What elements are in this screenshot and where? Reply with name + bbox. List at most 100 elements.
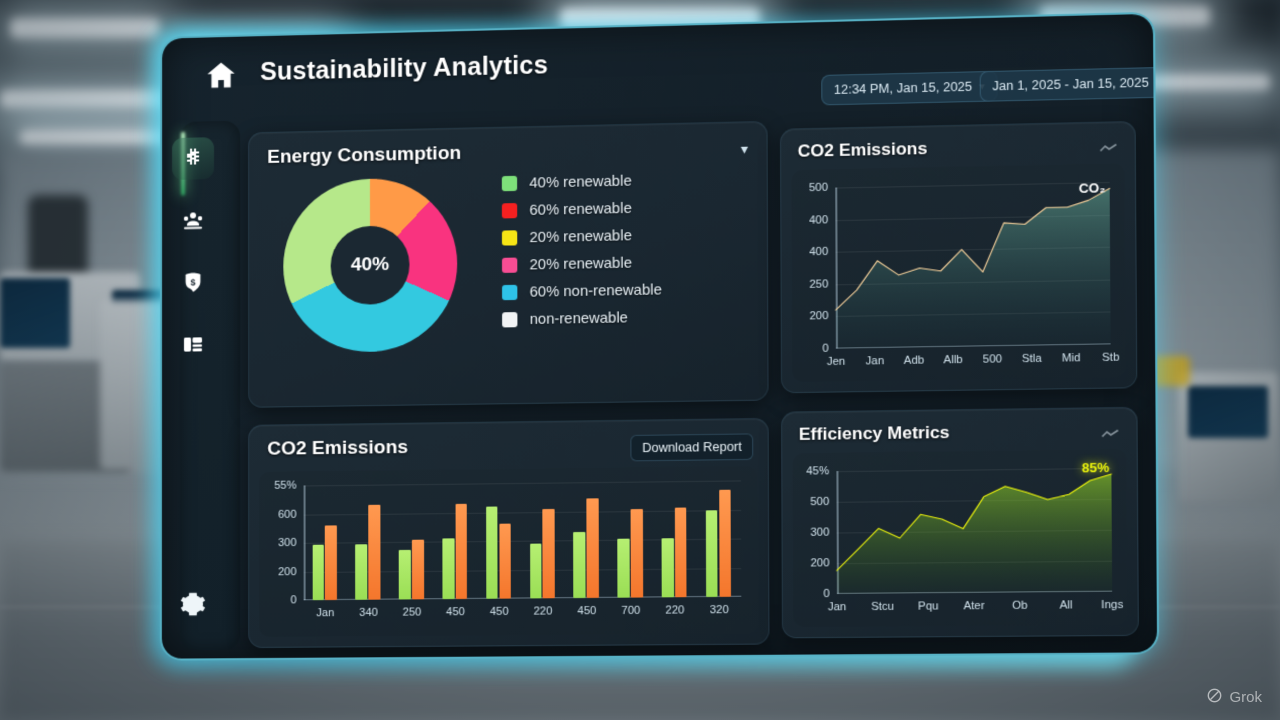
legend-item[interactable]: 60% renewable (501, 194, 662, 224)
legend-item[interactable]: non-renewable (502, 304, 662, 334)
machine-screen (1188, 386, 1268, 438)
chevron-down-icon[interactable]: ▾ (740, 140, 749, 157)
date-range-selector[interactable]: Jan 1, 2025 - Jan 15, 2025 ▾ (979, 66, 1160, 102)
sidebar-item-cost[interactable]: $ (172, 261, 214, 304)
legend-item[interactable]: 20% renewable (501, 249, 662, 279)
grok-logo-icon (1206, 687, 1223, 708)
x-axis-tick: Ings (1101, 598, 1124, 612)
legend-swatch (501, 203, 518, 219)
bar[interactable] (485, 506, 498, 599)
bar[interactable] (411, 539, 424, 600)
legend-label: non-renewable (529, 309, 628, 328)
gear-icon (179, 590, 207, 618)
y-axis-line (303, 485, 306, 601)
x-axis-tick: Jen (826, 355, 846, 369)
time-selector[interactable]: 12:34 PM, Jan 15, 2025 ▾ (821, 70, 998, 106)
x-axis-tick: 500 (982, 353, 1003, 366)
legend-label: 20% renewable (529, 227, 632, 246)
grid-dashboard-icon (181, 146, 205, 170)
legend-swatch (502, 284, 518, 301)
sidebar-item-dashboard[interactable] (172, 137, 215, 180)
co2-line-title: CO2 Emissions (797, 138, 928, 161)
y-axis-tick: 300 (278, 536, 297, 550)
bar[interactable] (455, 503, 468, 600)
home-icon[interactable] (204, 59, 238, 92)
date-range-label: Jan 1, 2025 - Jan 15, 2025 (992, 75, 1149, 94)
co2-series-label: CO₂ (1078, 180, 1106, 196)
bar[interactable] (499, 523, 511, 599)
legend-item[interactable]: 60% non-renewable (502, 276, 662, 306)
bar[interactable] (312, 544, 324, 601)
co2-bars-title: CO2 Emissions (267, 436, 409, 460)
x-axis-tick: All (1059, 599, 1073, 612)
download-report-label: Download Report (642, 439, 742, 456)
ceiling-lamp (0, 90, 190, 108)
bar[interactable] (573, 532, 586, 599)
energy-donut-chart: 40% (283, 177, 458, 354)
bar[interactable] (661, 537, 674, 598)
sidebar-item-settings[interactable] (172, 583, 214, 626)
bar[interactable] (368, 504, 381, 600)
bar[interactable] (398, 549, 411, 600)
energy-consumption-card: Energy Consumption ▾ 40% 40% renewable 60… (248, 120, 769, 408)
legend-item[interactable]: 20% renewable (501, 221, 662, 251)
efficiency-plot: 45% 500 300 200 0 Jan Stcu Pqu Ater Ob All Ings (806, 465, 1123, 613)
efficiency-plot-area: 45% 500 300 200 0 Jan Stcu Pqu Ater Ob All Ings 85% (792, 449, 1128, 628)
bar[interactable] (442, 538, 455, 600)
co2-bars-plot-area: 55% 600 300 200 0 Jan 340 250 450 450 220 450 700 220… (259, 465, 759, 637)
efficiency-annotation: 85% (1081, 459, 1110, 476)
efficiency-title: Efficiency Metrics (798, 422, 950, 445)
ceiling-lamp (1140, 74, 1270, 90)
x-axis-tick: 220 (665, 604, 685, 617)
bar[interactable] (542, 508, 555, 599)
y-axis-tick: 200 (278, 565, 297, 578)
y-axis-tick: 250 (809, 278, 829, 291)
trend-up-icon[interactable] (1101, 425, 1120, 444)
sidebar-item-users[interactable] (172, 199, 214, 242)
bar[interactable] (355, 544, 368, 600)
dashboard-panel: Sustainability Analytics 12:34 PM, Jan 1… (159, 11, 1160, 661)
x-axis-tick: Ob (1012, 599, 1028, 613)
bar[interactable] (718, 489, 732, 597)
y-axis-tick: 0 (290, 594, 297, 607)
bar[interactable] (325, 525, 337, 601)
download-report-button[interactable]: Download Report (630, 433, 754, 462)
sidebar-item-reports[interactable] (172, 323, 214, 366)
legend-label: 40% renewable (529, 172, 632, 192)
y-axis-tick: 500 (810, 495, 830, 509)
y-axis-tick: 0 (823, 587, 830, 601)
co2-bars-card: CO2 Emissions Download Report 55% 600 300 2… (248, 417, 770, 649)
trend-up-icon[interactable] (1099, 139, 1118, 158)
y-axis-tick: 55% (274, 479, 297, 492)
x-axis-tick: Jan (316, 607, 335, 620)
x-axis-tick: Stla (1021, 352, 1042, 366)
co2-line-plot: 500 400 400 250 200 0 Jen Jan Adb Allb 500 Stla Mid S… (809, 182, 1120, 369)
efficiency-metrics-card: Efficiency Metrics 45% 500 300 200 0 Jan Stcu P… (781, 406, 1139, 639)
bar[interactable] (529, 543, 542, 599)
legend-label: 60% non-renewable (529, 281, 662, 301)
ceiling-lamp (10, 18, 160, 38)
bar[interactable] (617, 538, 630, 598)
bar[interactable] (705, 509, 718, 598)
bar[interactable] (586, 497, 599, 598)
layout-list-icon (181, 332, 205, 356)
y-axis-tick: 0 (822, 342, 829, 355)
legend-swatch (502, 312, 518, 328)
y-axis-tick: 200 (810, 557, 830, 570)
bar[interactable] (630, 509, 643, 598)
x-axis-tick: 700 (621, 604, 641, 618)
x-axis-tick: Jan (827, 601, 847, 614)
series-path (836, 468, 1112, 594)
bar[interactable] (674, 507, 687, 598)
x-axis-tick: Stb (1101, 351, 1120, 365)
x-axis-tick: 250 (402, 606, 422, 619)
x-axis-tick: Mid (1061, 352, 1081, 365)
x-axis-tick: Pqu (917, 600, 939, 613)
legend-label: 20% renewable (529, 254, 632, 273)
x-axis-tick: Allb (943, 353, 963, 367)
legend-swatch (501, 175, 518, 192)
co2-bars-plot: 55% 600 300 200 0 Jan 340 250 450 450 220 450 700 220… (274, 480, 742, 619)
energy-legend: 40% renewable 60% renewable 20% renewable 2… (501, 167, 662, 334)
legend-item[interactable]: 40% renewable (501, 167, 662, 198)
y-axis-tick: 300 (810, 526, 830, 539)
